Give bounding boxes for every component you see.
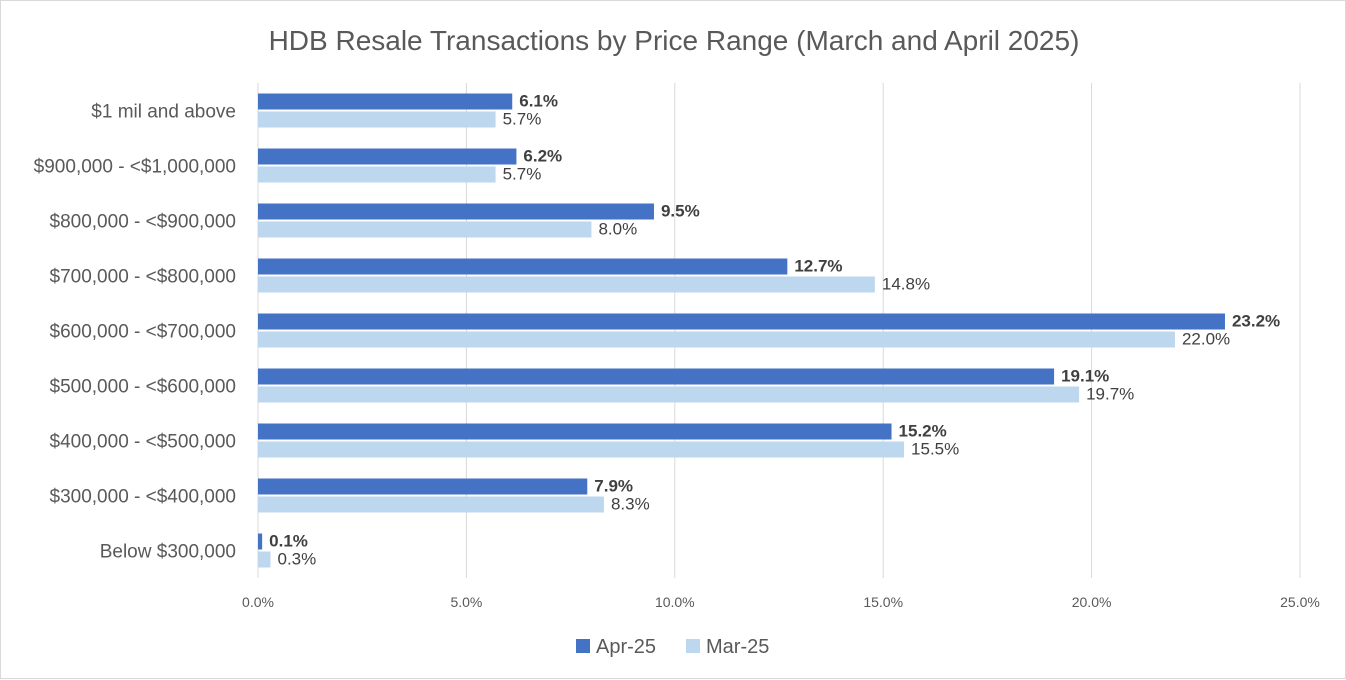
- data-label: 23.2%: [1232, 312, 1280, 331]
- category-label: $1 mil and above: [91, 102, 236, 123]
- data-label: 14.8%: [882, 275, 930, 294]
- legend-label: Mar-25: [706, 636, 769, 658]
- bar-apr: [258, 258, 788, 275]
- bar-mar: [258, 221, 592, 238]
- data-label: 19.7%: [1086, 385, 1134, 404]
- data-label: 8.0%: [598, 220, 637, 239]
- x-tick-label: 20.0%: [1072, 594, 1112, 610]
- data-label: 8.3%: [611, 495, 650, 514]
- data-label: 0.1%: [269, 532, 308, 551]
- data-label: 7.9%: [594, 477, 633, 496]
- category-label: $900,000 - <$1,000,000: [34, 157, 236, 178]
- bar-apr: [258, 148, 517, 165]
- category-label: $700,000 - <$800,000: [50, 267, 236, 288]
- bar-apr: [258, 203, 654, 220]
- data-label: 6.2%: [523, 147, 562, 166]
- bar-mar: [258, 276, 875, 293]
- gridlines: [257, 83, 1301, 578]
- bar-apr: [258, 93, 513, 110]
- category-label: $800,000 - <$900,000: [50, 212, 236, 233]
- x-tick-label: 5.0%: [450, 594, 482, 610]
- x-tick-label: 15.0%: [863, 594, 903, 610]
- category-label: $500,000 - <$600,000: [50, 377, 236, 398]
- bar-apr: [258, 478, 588, 495]
- legend: Apr-25 Mar-25: [576, 636, 769, 658]
- data-label: 9.5%: [661, 202, 700, 221]
- data-label: 15.5%: [911, 440, 959, 459]
- bar-mar: [258, 551, 271, 568]
- bar-apr: [258, 313, 1225, 330]
- category-label: $300,000 - <$400,000: [50, 487, 236, 508]
- category-label: $600,000 - <$700,000: [50, 322, 236, 343]
- x-tick-label: 10.0%: [655, 594, 695, 610]
- data-label: 22.0%: [1182, 330, 1230, 349]
- bar-mar: [258, 166, 496, 183]
- chart-title: HDB Resale Transactions by Price Range (…: [269, 25, 1080, 56]
- category-labels: $1 mil and above $900,000 - <$1,000,000 $8…: [34, 102, 236, 563]
- data-label: 5.7%: [503, 110, 542, 129]
- bar-apr: [258, 423, 892, 440]
- legend-label: Apr-25: [596, 636, 656, 658]
- x-tick-labels: 0.0% 5.0% 10.0% 15.0% 20.0% 25.0%: [242, 594, 1320, 610]
- data-label: 6.1%: [519, 92, 558, 111]
- category-label: Below $300,000: [100, 542, 236, 563]
- bar-mar: [258, 111, 496, 128]
- data-label: 15.2%: [899, 422, 947, 441]
- data-labels: 6.1%5.7%6.2%5.7%9.5%8.0%12.7%14.8%23.2%2…: [269, 92, 1280, 569]
- category-label: $400,000 - <$500,000: [50, 432, 236, 453]
- data-label: 0.3%: [278, 550, 317, 569]
- x-tick-label: 0.0%: [242, 594, 274, 610]
- bar-mar: [258, 441, 905, 458]
- bar-apr: [258, 368, 1055, 385]
- bars: [258, 93, 1225, 568]
- x-tick-label: 25.0%: [1280, 594, 1320, 610]
- data-label: 12.7%: [794, 257, 842, 276]
- bar-apr: [258, 533, 263, 550]
- bar-mar: [258, 496, 604, 513]
- legend-swatch: [686, 639, 700, 653]
- legend-swatch: [576, 639, 590, 653]
- bar-mar: [258, 386, 1080, 403]
- data-label: 19.1%: [1061, 367, 1109, 386]
- bar-mar: [258, 331, 1175, 348]
- data-label: 5.7%: [503, 165, 542, 184]
